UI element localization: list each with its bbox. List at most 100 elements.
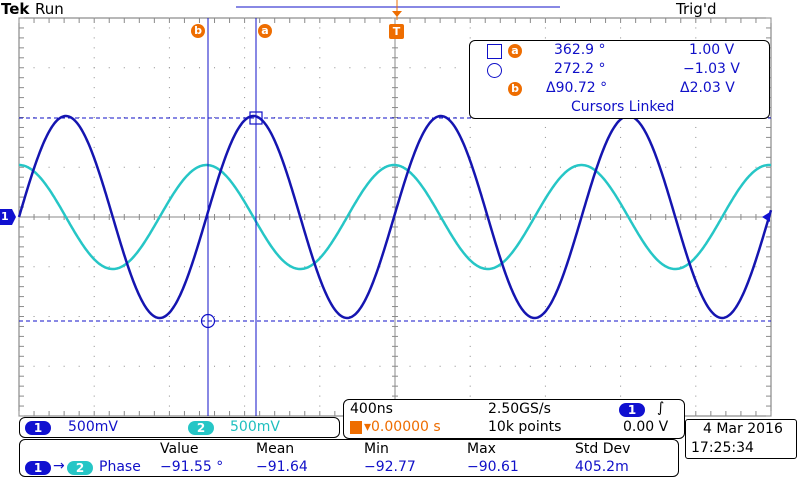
graticule-dot [499, 365, 501, 367]
graticule-dot [168, 345, 170, 347]
graticule-dot [93, 146, 95, 148]
graticule-dot [469, 126, 471, 128]
measurement-stddev: 405.2m [575, 459, 629, 475]
graticule-dot [695, 246, 697, 248]
graticule-dot [319, 286, 321, 288]
graticule-dot [93, 316, 95, 317]
graticule-dot [620, 286, 622, 288]
graticule-dot [695, 156, 697, 158]
graticule-dot [168, 226, 170, 228]
graticule-dot [168, 276, 170, 278]
graticule-dot [244, 156, 246, 158]
graticule-dot [168, 236, 170, 238]
graticule-dot [78, 316, 80, 317]
graticule-dot [620, 176, 622, 178]
graticule-dot [484, 316, 486, 317]
graticule-dot [469, 325, 471, 327]
graticule-dot [695, 385, 697, 387]
graticule-dot [244, 37, 246, 39]
graticule-dot [559, 316, 561, 317]
ch2-badge[interactable]: 2 [188, 421, 214, 435]
graticule-dot [304, 316, 306, 317]
graticule-dot [364, 365, 366, 367]
graticule-dot [544, 276, 546, 278]
graticule-dot [33, 316, 35, 317]
trigger-level[interactable]: 0.00 V [623, 419, 669, 435]
graticule-dot [454, 365, 456, 367]
graticule-dot [349, 67, 351, 69]
horizontal-scale[interactable]: 400ns [350, 401, 393, 417]
graticule-dot [469, 226, 471, 228]
measurement-header-max: Max [467, 441, 496, 457]
measurement-source-b-badge[interactable]: 2 [67, 461, 93, 475]
graticule-dot [620, 166, 622, 168]
cursor-readout-panel: a 362.9 ° 1.00 V 272.2 ° −1.03 V b Δ90.7… [469, 40, 770, 119]
graticule-dot [695, 325, 697, 327]
graticule-dot [544, 166, 546, 168]
graticule-dot [695, 186, 697, 188]
graticule-dot [63, 166, 65, 168]
graticule-dot [620, 136, 622, 138]
graticule-dot [93, 335, 95, 337]
graticule-dot [108, 67, 110, 69]
graticule-dot [499, 266, 501, 268]
measurement-header-stddev: Std Dev [575, 441, 631, 457]
graticule-dot [244, 325, 246, 327]
graticule-dot [48, 166, 50, 168]
graticule-dot [93, 27, 95, 29]
graticule-dot [499, 166, 501, 168]
trigger-source-badge[interactable]: 1 [619, 403, 645, 417]
trigger-slope-icon[interactable]: ∫ [657, 400, 665, 416]
cursor-delta-time: Δ90.72 ° [546, 80, 608, 96]
ch2-scale[interactable]: 500mV [230, 419, 280, 435]
graticule-dot [695, 405, 697, 407]
graticule-dot [484, 365, 486, 367]
graticule-dot [183, 166, 185, 168]
graticule-dot [274, 67, 276, 69]
graticule-dot [755, 316, 757, 317]
graticule-dot [544, 136, 546, 138]
graticule-dot [695, 266, 697, 268]
graticule-dot [544, 186, 546, 188]
graticule-dot [244, 316, 246, 317]
graticule-dot [620, 345, 622, 347]
cursor-delta-voltage: Δ2.03 V [680, 80, 735, 96]
graticule-dot [319, 156, 321, 158]
graticule-dot [424, 365, 426, 367]
trigger-position[interactable]: ▾0.00000 s [364, 419, 441, 435]
graticule-dot [183, 316, 185, 317]
graticule-dot [33, 365, 35, 367]
graticule-dot [108, 166, 110, 168]
graticule-dot [620, 335, 622, 337]
measurement-source-a-badge[interactable]: 1 [25, 461, 51, 475]
graticule-dot [93, 405, 95, 407]
graticule-dot [244, 77, 246, 79]
graticule-dot [319, 395, 321, 397]
graticule-dot [469, 335, 471, 337]
graticule-dot [469, 355, 471, 357]
graticule-dot [123, 316, 125, 317]
cursor-b-label[interactable]: b [191, 24, 205, 38]
graticule-dot [93, 176, 95, 178]
cursor-a-label[interactable]: a [258, 24, 272, 38]
graticule-dot [695, 395, 697, 397]
ch1-badge[interactable]: 1 [25, 421, 51, 435]
graticule-dot [695, 166, 697, 168]
trigger-marker[interactable]: T [389, 24, 404, 39]
graticule-dot [93, 296, 95, 298]
graticule-dot [409, 365, 411, 367]
graticule-dot [289, 365, 291, 367]
graticule-dot [93, 47, 95, 49]
graticule-dot [695, 365, 697, 367]
graticule-dot [123, 166, 125, 168]
time-display: 17:25:34 [691, 440, 754, 456]
graticule-dot [319, 355, 321, 357]
ch1-scale[interactable]: 500mV [68, 419, 118, 435]
graticule-dot [469, 246, 471, 248]
graticule-dot [725, 365, 727, 367]
graticule-dot [514, 365, 516, 367]
graticule-dot [544, 306, 546, 308]
measurement-name[interactable]: Phase [99, 459, 141, 475]
graticule-dot [319, 97, 321, 99]
